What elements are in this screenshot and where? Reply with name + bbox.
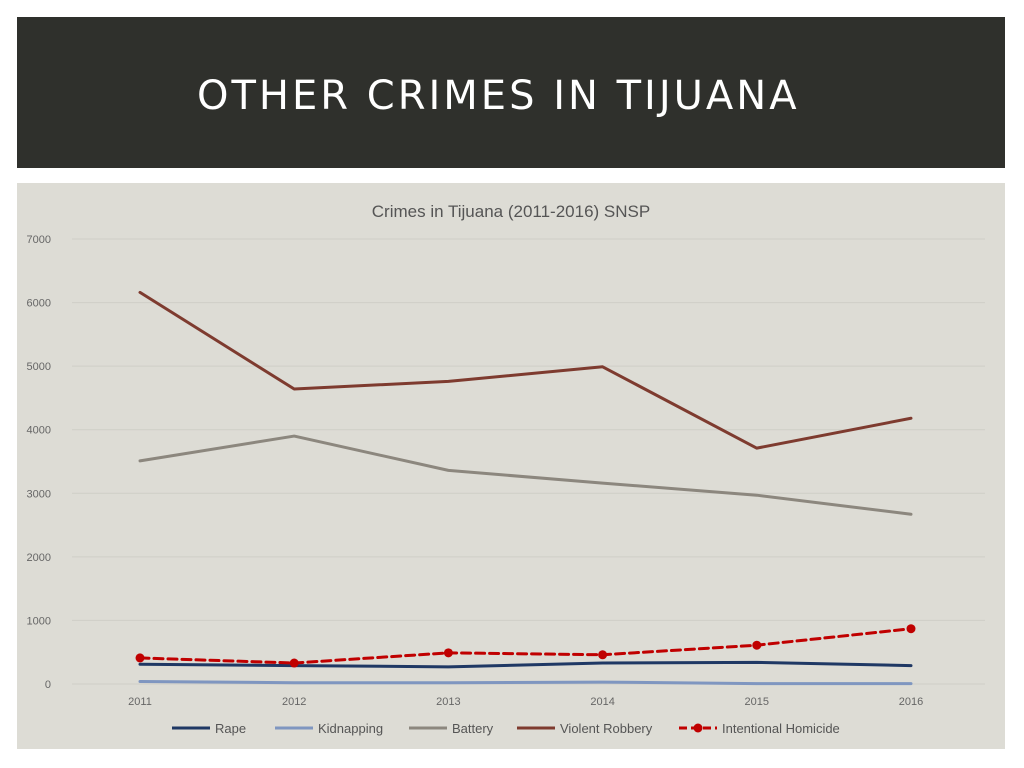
series-line — [138, 660, 913, 669]
y-tick-label: 7000 — [27, 234, 51, 246]
y-tick-label: 5000 — [27, 361, 51, 373]
y-tick-label: 4000 — [27, 425, 51, 437]
x-tick-label: 2014 — [590, 696, 614, 708]
legend-label: Kidnapping — [318, 721, 383, 736]
y-tick-label: 3000 — [27, 488, 51, 500]
series-line — [138, 679, 913, 686]
legend-marker — [693, 723, 703, 733]
data-point — [289, 658, 299, 668]
chart-title: Crimes in Tijuana (2011-2016) SNSP — [372, 202, 650, 221]
y-tick-label: 2000 — [27, 552, 51, 564]
legend-label: Intentional Homicide — [722, 721, 840, 736]
y-tick-label: 1000 — [27, 615, 51, 627]
x-tick-label: 2015 — [745, 696, 769, 708]
x-tick-label: 2012 — [282, 696, 306, 708]
series-line — [138, 290, 913, 450]
y-axis: 0 1000 2000 3000 4000 5000 6000 7000 — [27, 234, 51, 691]
series-line — [138, 627, 913, 665]
chart-panel: Crimes in Tijuana (2011-2016) SNSP 0 1000… — [17, 183, 1005, 749]
legend-label: Violent Robbery — [560, 721, 653, 736]
series-line — [138, 434, 913, 516]
x-tick-label: 2013 — [436, 696, 460, 708]
y-tick-label: 6000 — [27, 298, 51, 310]
data-point — [752, 640, 762, 650]
line-chart: Crimes in Tijuana (2011-2016) SNSP 0 1000… — [27, 202, 985, 736]
x-tick-label: 2016 — [899, 696, 923, 708]
legend-label: Rape — [215, 721, 246, 736]
gridlines — [72, 238, 985, 685]
series-group — [135, 290, 916, 686]
data-point — [598, 650, 608, 660]
data-point — [906, 624, 916, 634]
title-bar — [17, 17, 1005, 168]
legend: Rape Kidnapping Battery Violent Robbery Inte… — [172, 721, 840, 736]
y-tick-label: 0 — [45, 679, 51, 691]
data-point — [443, 648, 453, 658]
x-tick-label: 2011 — [128, 696, 152, 708]
slide-title: OTHER CRIMES IN TIJUANA — [197, 73, 800, 119]
legend-label: Battery — [452, 721, 494, 736]
data-point — [135, 653, 145, 663]
x-axis: 2011 2012 2013 2014 2015 2016 — [128, 696, 923, 708]
